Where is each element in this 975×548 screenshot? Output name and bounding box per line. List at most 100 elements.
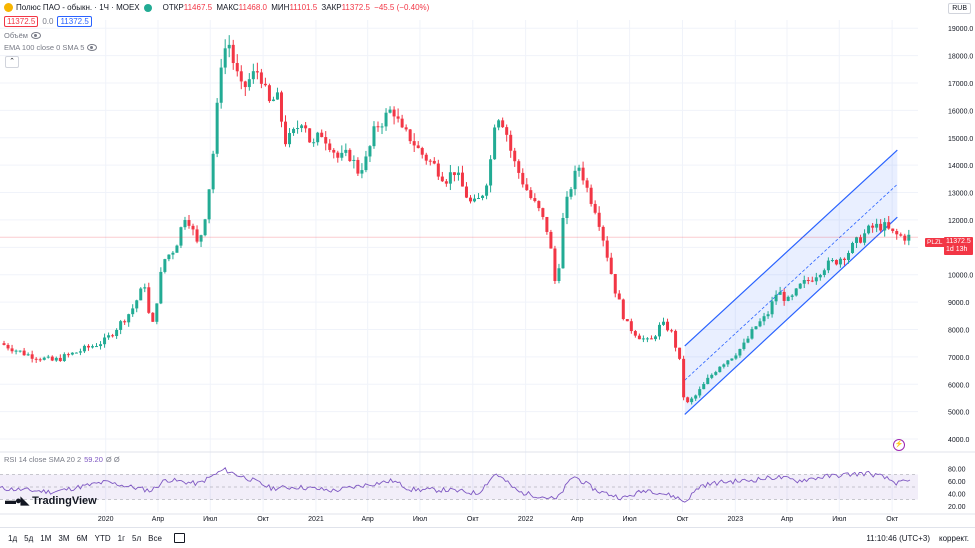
candle-body bbox=[10, 348, 14, 352]
ohlc-values: ОТКР11467.5 МАКС11468.0 МИН11101.5 ЗАКР1… bbox=[163, 3, 432, 12]
candle-body bbox=[489, 159, 493, 186]
candle-body bbox=[267, 85, 271, 102]
candle-body bbox=[830, 260, 834, 262]
candle-body bbox=[895, 231, 899, 235]
range-3m[interactable]: 3М bbox=[58, 533, 70, 543]
candle-body bbox=[806, 279, 810, 281]
candle-body bbox=[340, 152, 344, 158]
symbol-title[interactable]: Полюс ПАО - обыкн. · 1Ч · MOEX bbox=[16, 3, 140, 12]
candle-body bbox=[175, 245, 179, 253]
candle-body bbox=[400, 118, 404, 128]
calendar-icon[interactable] bbox=[173, 533, 185, 543]
candle-body bbox=[742, 342, 746, 349]
candle-body bbox=[525, 184, 529, 191]
buy-button[interactable]: 11372.5 bbox=[57, 16, 92, 27]
lightning-icon[interactable]: ⚡ bbox=[893, 439, 905, 451]
volume-indicator[interactable]: Объём bbox=[4, 31, 41, 40]
currency-button[interactable]: RUB bbox=[948, 3, 971, 14]
range-1m[interactable]: 1М bbox=[40, 533, 52, 543]
candle-body bbox=[408, 129, 412, 142]
eye-icon[interactable] bbox=[30, 32, 41, 39]
candle-body bbox=[521, 172, 525, 185]
candle-body bbox=[78, 351, 82, 353]
rsi-tick-label: 60.00 bbox=[948, 479, 966, 486]
rsi-indicator[interactable]: RSI 14 close SMA 20 2 59.20 Ø Ø bbox=[4, 455, 120, 464]
candle-body bbox=[698, 389, 702, 396]
candle-body bbox=[846, 252, 850, 260]
tradingview-logo[interactable]: ▬●◣ TradingView bbox=[5, 494, 97, 508]
candle-body bbox=[573, 170, 577, 190]
open-label: ОТКР bbox=[162, 3, 184, 12]
candle-body bbox=[883, 222, 887, 231]
candle-body bbox=[308, 128, 312, 143]
rsi-line bbox=[0, 467, 911, 503]
market-open-icon bbox=[143, 3, 152, 12]
candle-body bbox=[549, 231, 553, 249]
candle-body bbox=[790, 295, 794, 297]
candle-body bbox=[746, 338, 750, 343]
ema-indicator[interactable]: EMA 100 close 0 SMA 5 bbox=[4, 43, 98, 52]
candle-body bbox=[734, 355, 738, 359]
adjustment-toggle[interactable]: коррект. bbox=[939, 533, 969, 543]
candle-body bbox=[907, 234, 911, 241]
candle-body bbox=[770, 301, 774, 315]
candle-body bbox=[195, 229, 199, 242]
time-tick-label: 2021 bbox=[308, 516, 324, 523]
candle-body bbox=[529, 190, 533, 199]
candle-body bbox=[255, 71, 259, 73]
time-tick-label: Июл bbox=[832, 516, 846, 523]
candle-body bbox=[99, 344, 103, 347]
tradingview-logo-text: TradingView bbox=[32, 494, 97, 507]
candle-body bbox=[444, 181, 448, 184]
candle-body bbox=[468, 197, 472, 202]
collapse-indicators-button[interactable]: ⌃ bbox=[5, 56, 19, 68]
candle-body bbox=[782, 291, 786, 301]
candle-body bbox=[123, 321, 127, 323]
price-tick-label: 14000.0 bbox=[948, 163, 973, 170]
range-ytd[interactable]: YTD bbox=[94, 533, 111, 543]
range-1y[interactable]: 1г bbox=[117, 533, 125, 543]
sell-button[interactable]: 11372.5 bbox=[4, 16, 39, 27]
candle-body bbox=[464, 186, 468, 198]
candle-body bbox=[211, 153, 215, 190]
candle-body bbox=[2, 343, 6, 345]
candle-body bbox=[517, 161, 521, 173]
candle-body bbox=[605, 240, 609, 258]
candle-body bbox=[875, 223, 879, 228]
candle-body bbox=[50, 356, 54, 361]
candle-body bbox=[581, 167, 585, 181]
candle-body bbox=[621, 299, 625, 320]
range-all[interactable]: Все bbox=[148, 533, 162, 543]
candle-body bbox=[505, 127, 509, 135]
candle-body bbox=[90, 346, 94, 348]
open-value: 11467.5 bbox=[183, 3, 213, 12]
rsi-value: 59.20 bbox=[84, 455, 103, 464]
high-label: МАКС bbox=[216, 3, 239, 12]
candle-body bbox=[690, 398, 694, 403]
candle-body bbox=[143, 287, 147, 289]
eye-icon[interactable] bbox=[87, 44, 98, 51]
candle-body bbox=[271, 99, 275, 102]
last-price-countdown: 1d 13h bbox=[946, 246, 968, 253]
candle-body bbox=[34, 358, 38, 360]
range-5y[interactable]: 5л bbox=[132, 533, 142, 543]
clock-time[interactable]: 11:10:46 (UTC+3) bbox=[866, 533, 930, 543]
candle-body bbox=[533, 198, 537, 202]
candle-body bbox=[597, 212, 601, 227]
candle-body bbox=[58, 357, 62, 362]
range-1d[interactable]: 1д bbox=[8, 533, 18, 543]
candle-body bbox=[66, 354, 70, 356]
candle-body bbox=[207, 189, 211, 220]
candle-body bbox=[14, 350, 18, 352]
candle-body bbox=[509, 134, 513, 151]
range-6m[interactable]: 6М bbox=[76, 533, 88, 543]
time-tick-label: 2020 bbox=[98, 516, 114, 523]
price-tick-label: 4000.0 bbox=[948, 437, 970, 444]
candle-body bbox=[834, 260, 838, 265]
range-5d[interactable]: 5д bbox=[24, 533, 34, 543]
candle-body bbox=[336, 152, 340, 158]
candle-body bbox=[842, 258, 846, 260]
candle-body bbox=[203, 219, 207, 236]
candle-body bbox=[730, 358, 734, 361]
